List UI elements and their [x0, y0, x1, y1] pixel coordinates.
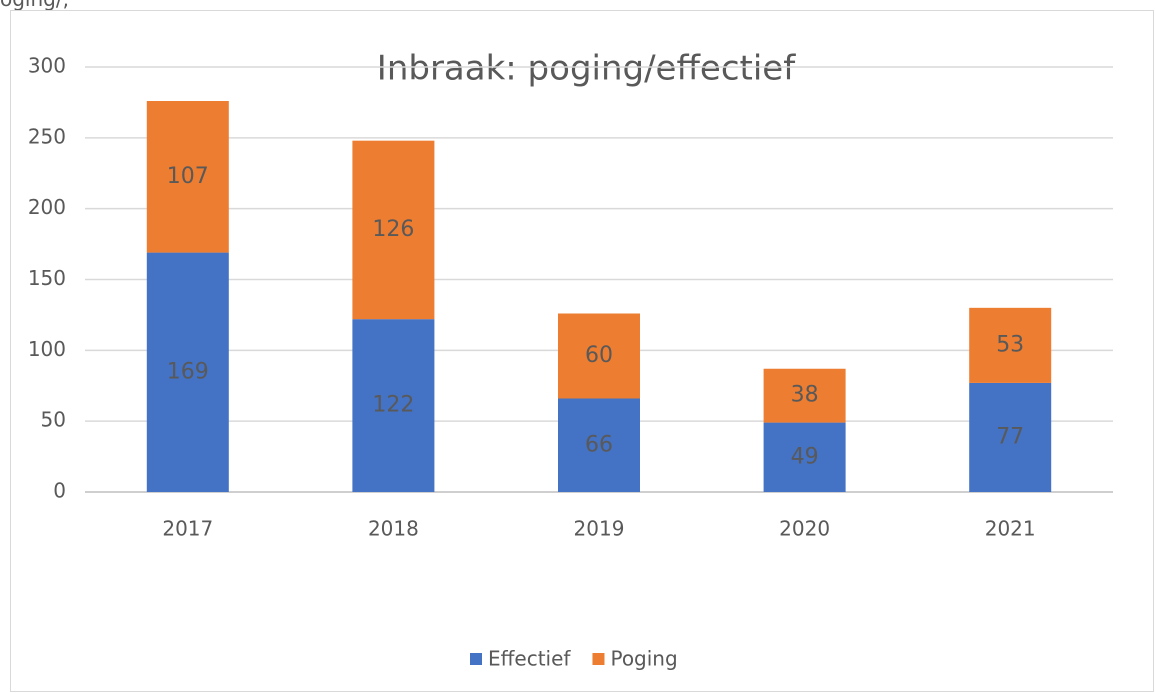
y-tick-label: 50 [41, 408, 66, 432]
y-tick-label: 300 [28, 54, 66, 78]
data-label: 122 [372, 393, 414, 418]
bar-segment [969, 307, 1052, 383]
data-label: 77 [996, 424, 1024, 449]
bar-segment [558, 398, 640, 492]
y-tick-label: 250 [28, 124, 66, 148]
data-label: 169 [167, 359, 209, 384]
bar-segment [146, 101, 229, 253]
chart-title: Inbraak: poging/effectief [377, 49, 796, 89]
data-label: 49 [791, 444, 819, 469]
y-tick-label: 0 [53, 479, 66, 503]
caption-fragment: oging/, [0, 0, 69, 11]
data-label: 126 [372, 217, 414, 242]
x-tick-label: 2017 [162, 517, 213, 541]
y-tick-label: 100 [28, 337, 66, 361]
legend-swatch [592, 653, 605, 665]
y-tick-label: 200 [28, 195, 66, 219]
data-label: 60 [585, 343, 613, 368]
x-tick-label: 2021 [985, 517, 1036, 541]
bar-segment [763, 422, 846, 492]
x-tick-label: 2019 [574, 517, 625, 541]
data-label: 107 [167, 164, 209, 189]
data-label: 66 [585, 432, 613, 457]
data-label: 53 [996, 332, 1024, 357]
bar-segment [146, 252, 229, 492]
bar-segment [352, 140, 435, 320]
legend-label: Effectief [488, 647, 571, 671]
bar-segment [558, 313, 640, 399]
legend-swatch [470, 653, 482, 665]
legend-label: Poging [610, 647, 677, 671]
bar-segment [763, 368, 846, 423]
bar-segment [352, 319, 435, 492]
data-label: 38 [791, 383, 819, 408]
x-tick-label: 2020 [779, 517, 830, 541]
bar-segment [969, 382, 1052, 492]
x-tick-label: 2018 [368, 517, 419, 541]
y-tick-label: 150 [28, 266, 66, 290]
